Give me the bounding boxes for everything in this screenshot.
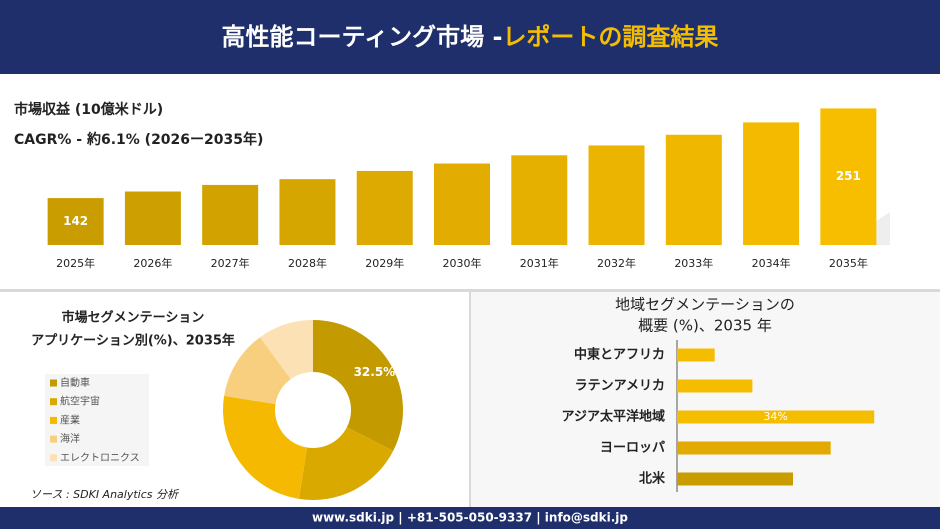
bar [677,410,875,424]
legend-label: 海洋 [60,432,80,445]
pie-slice [260,320,313,380]
legend-label: 産業 [60,413,80,426]
y-tick-label: アジア太平洋地域 [562,409,665,425]
bar [677,472,793,486]
legend-label: 自動車 [60,376,90,389]
footer-bar [0,507,940,529]
y-tick-label: 北米 [639,471,666,487]
bar [202,184,259,245]
pie-slice [223,395,308,499]
chart-title: 概要 (%)、2035 年 [638,317,772,335]
bar [588,145,645,245]
bar [677,441,831,455]
chart-title: 市場収益 (10億米ドル) [14,101,163,118]
panel-bg [471,292,940,507]
legend-label: 航空宇宙 [60,395,100,408]
x-tick-label: 2028年 [288,256,327,270]
x-tick-label: 2033年 [674,256,713,270]
x-tick-label: 2035年 [829,256,868,270]
y-tick-label: ラテンアメリカ [575,379,665,394]
bar [820,108,877,245]
pie-slice [298,427,394,500]
data-label: 251 [836,169,861,183]
x-tick-label: 2025年 [56,256,95,270]
legend-swatch [50,416,57,424]
header-bar [0,0,940,74]
x-tick-label: 2031年 [520,256,559,270]
bar [279,179,336,245]
bar [47,198,104,245]
bar [743,122,800,245]
x-tick-label: 2026年 [133,256,172,270]
y-tick-label: 中東とアフリカ [574,347,665,363]
bar [677,379,753,393]
bar [665,134,722,245]
pie-slice [313,320,403,451]
data-label: 142 [63,214,88,228]
legend-box [45,374,149,466]
chart-title: 地域セグメンテーションの [615,296,795,314]
bar [124,191,181,245]
separator [469,292,471,507]
x-tick-label: 2032年 [597,256,636,270]
x-tick-label: 2029年 [365,256,404,270]
chart-subtitle: CAGR% - 約6.1% (2026ー2035年) [14,131,263,148]
bar [677,348,715,362]
x-tick-label: 2030年 [443,256,482,270]
chart-title: アプリケーション別(%)、2035年 [31,333,235,349]
x-tick-label: 2027年 [211,256,250,270]
legend-swatch [50,398,57,406]
x-tick-label: 2034年 [752,256,791,270]
bar [511,155,568,245]
legend-label: エレクトロニクス [60,452,140,464]
legend-swatch [50,454,57,462]
bar [356,170,413,245]
data-label: 34% [763,410,787,423]
data-label: 32.5% [354,365,396,379]
header-title: 高性能コーティング市場 -レポートの調査結果 [222,23,719,51]
legend-swatch [50,379,57,387]
bar [434,163,490,245]
footer-text: www.sdki.jp | +81-505-050-9337 | info@sd… [312,511,628,525]
separator [0,289,940,292]
source: ソース : SDKI Analytics 分析 [30,488,180,501]
y-tick-label: ヨーロッパ [600,441,665,456]
title-accent: レポートの調査結果 [502,23,718,51]
title-main: 高性能コーティング市場 - [222,23,503,51]
legend-swatch [50,435,57,443]
pie-slice [224,337,291,405]
chart-title: 市場セグメンテーション [62,310,205,326]
